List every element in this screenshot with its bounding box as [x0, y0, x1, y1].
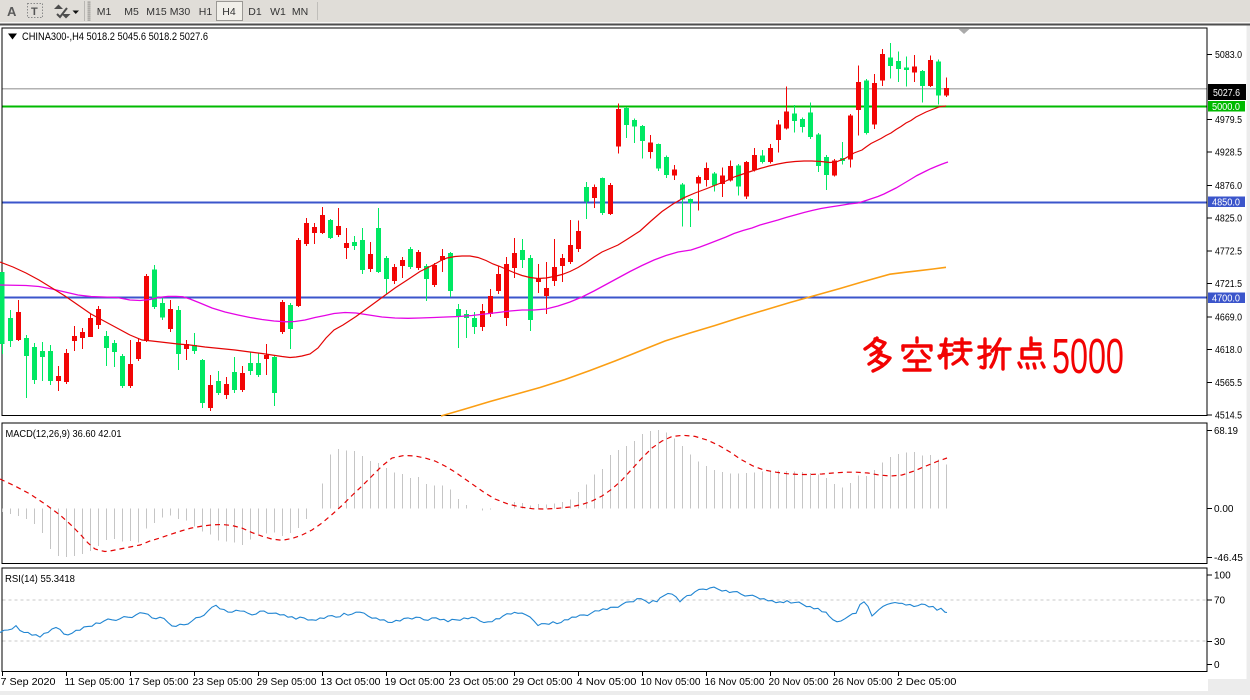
svg-text:2 Dec 05:00: 2 Dec 05:00 — [897, 677, 957, 688]
svg-text:29 Oct 05:00: 29 Oct 05:00 — [513, 677, 573, 688]
svg-text:4700.0: 4700.0 — [1212, 294, 1240, 305]
svg-text:5000.0: 5000.0 — [1212, 102, 1240, 113]
svg-text:W1: W1 — [270, 6, 286, 18]
svg-text:4825.0: 4825.0 — [1215, 213, 1242, 224]
svg-text:23 Sep 05:00: 23 Sep 05:00 — [193, 677, 253, 688]
svg-text:10 Nov 05:00: 10 Nov 05:00 — [641, 677, 701, 688]
svg-text:4 Nov 05:00: 4 Nov 05:00 — [577, 677, 637, 688]
svg-text:4928.5: 4928.5 — [1215, 148, 1242, 159]
svg-text:4565.5: 4565.5 — [1215, 378, 1242, 389]
svg-text:MN: MN — [292, 6, 308, 18]
svg-text:CHINA300-,H4 5018.2 5045.6 50: CHINA300-,H4 5018.2 5045.6 5018.2 5027.6 — [22, 31, 208, 43]
svg-text:-46.45: -46.45 — [1214, 553, 1243, 564]
svg-text:5083.0: 5083.0 — [1215, 50, 1242, 61]
svg-text:4850.0: 4850.0 — [1212, 198, 1240, 209]
svg-text:M1: M1 — [97, 6, 112, 18]
svg-text:100: 100 — [1214, 571, 1231, 582]
svg-text:4979.5: 4979.5 — [1215, 115, 1242, 126]
svg-text:17 Sep 05:00: 17 Sep 05:00 — [129, 677, 189, 688]
svg-text:RSI(14) 55.3418: RSI(14) 55.3418 — [5, 574, 75, 585]
svg-text:7 Sep 2020: 7 Sep 2020 — [1, 677, 56, 688]
svg-text:H4: H4 — [222, 6, 236, 18]
svg-text:29 Sep 05:00: 29 Sep 05:00 — [257, 677, 317, 688]
svg-text:26 Nov 05:00: 26 Nov 05:00 — [833, 677, 893, 688]
svg-text:16 Nov 05:00: 16 Nov 05:00 — [705, 677, 765, 688]
svg-text:M30: M30 — [170, 6, 191, 18]
svg-text:4772.5: 4772.5 — [1215, 247, 1242, 258]
svg-text:20 Nov 05:00: 20 Nov 05:00 — [769, 677, 829, 688]
svg-text:13 Oct 05:00: 13 Oct 05:00 — [321, 677, 381, 688]
svg-text:19 Oct 05:00: 19 Oct 05:00 — [385, 677, 445, 688]
svg-text:30: 30 — [1214, 637, 1226, 648]
svg-text:M5: M5 — [124, 6, 139, 18]
svg-text:0: 0 — [1214, 660, 1220, 671]
svg-text:23 Oct 05:00: 23 Oct 05:00 — [449, 677, 509, 688]
svg-text:70: 70 — [1214, 596, 1226, 607]
svg-text:D1: D1 — [248, 6, 262, 18]
svg-text:5027.6: 5027.6 — [1213, 88, 1240, 99]
svg-text:H1: H1 — [199, 6, 213, 18]
svg-text:A: A — [7, 4, 17, 19]
svg-text:68.19: 68.19 — [1214, 426, 1238, 437]
svg-text:4669.0: 4669.0 — [1215, 312, 1242, 323]
svg-text:4514.5: 4514.5 — [1215, 411, 1242, 422]
svg-text:11 Sep 05:00: 11 Sep 05:00 — [65, 677, 125, 688]
svg-text:0.00: 0.00 — [1214, 504, 1234, 515]
svg-text:4876.0: 4876.0 — [1215, 181, 1242, 192]
svg-text:4618.0: 4618.0 — [1215, 345, 1242, 356]
svg-text:T: T — [31, 6, 38, 18]
svg-text:5000: 5000 — [1052, 328, 1124, 383]
svg-text:M15: M15 — [146, 6, 167, 18]
svg-text:4721.5: 4721.5 — [1215, 279, 1242, 290]
svg-text:MACD(12,26,9) 36.60 42.01: MACD(12,26,9) 36.60 42.01 — [6, 429, 122, 440]
